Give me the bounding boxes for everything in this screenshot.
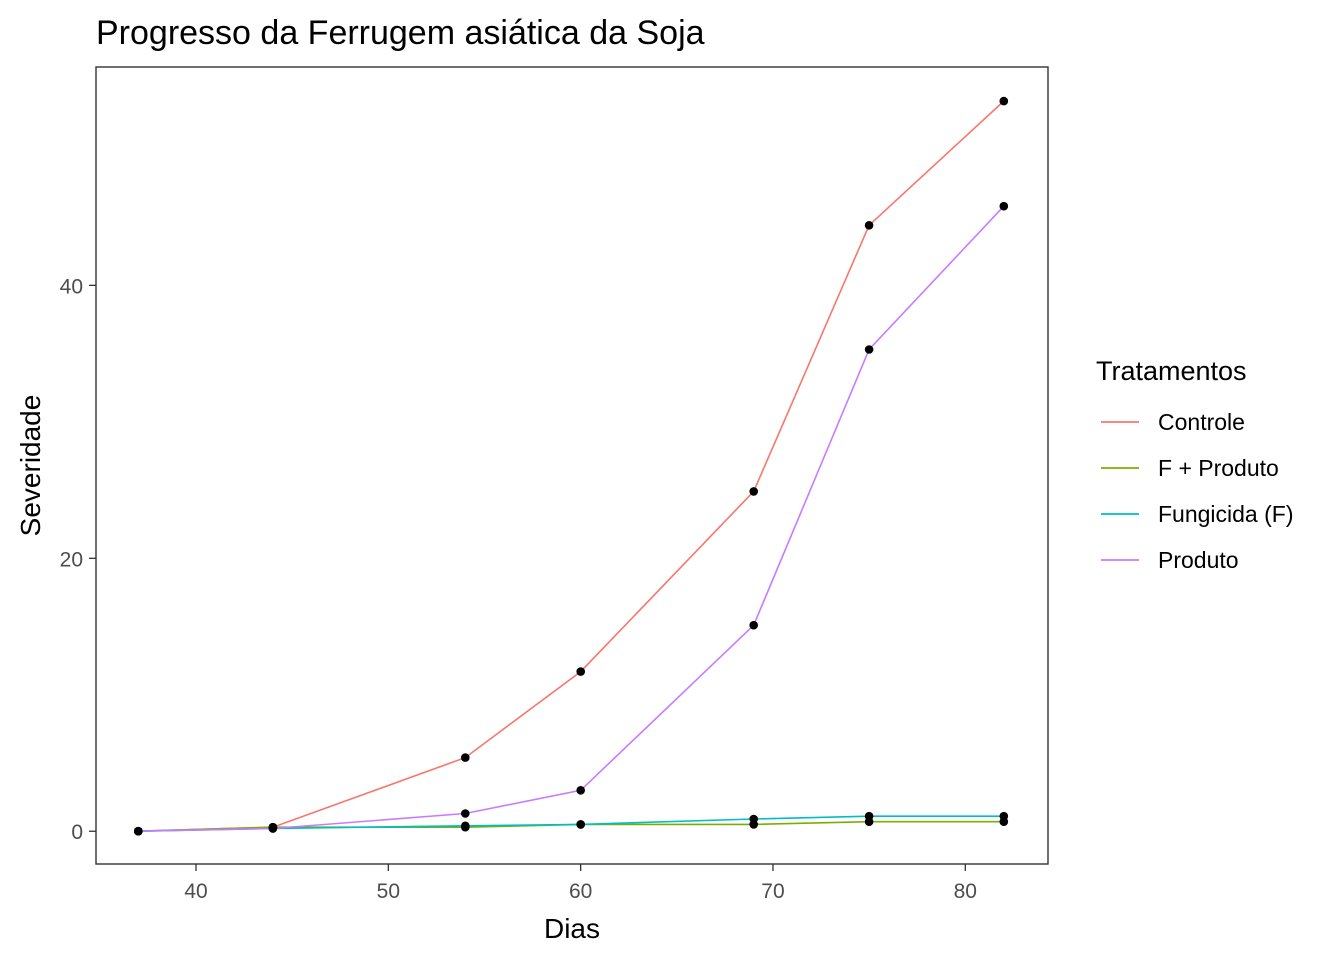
x-tick-label: 60 (569, 880, 592, 903)
x-axis: 40 50 60 70 80 (184, 864, 977, 903)
chart-title: Progresso da Ferrugem asiática da Soja (96, 14, 705, 52)
legend: Tratamentos Controle F + Produto Fungicida… (1096, 356, 1293, 573)
x-tick-label: 80 (954, 880, 977, 903)
data-point-3-1 (268, 824, 278, 833)
legend-label-0: Controle (1158, 409, 1245, 435)
data-point-3-4 (749, 620, 758, 630)
legend-label-1: F + Produto (1158, 455, 1279, 481)
y-axis-title: Severidade (15, 395, 46, 537)
y-tick-label: 20 (60, 548, 83, 571)
data-point-0-3 (576, 667, 585, 676)
data-point-3-6 (999, 201, 1009, 211)
plot-area (134, 96, 1009, 836)
data-point-0-4 (749, 487, 758, 496)
legend-title: Tratamentos (1096, 356, 1247, 386)
series-line-0 (138, 100, 1005, 832)
data-point-2-3 (576, 820, 585, 829)
data-point-2-6 (999, 811, 1009, 821)
data-point-0-5 (864, 221, 874, 230)
panel-border (95, 66, 1049, 865)
y-tick-label: 40 (60, 275, 83, 298)
data-point-3-0 (134, 826, 143, 836)
series-line-3 (138, 205, 1005, 832)
data-point-0-6 (999, 96, 1009, 106)
x-tick-label: 70 (761, 880, 784, 903)
legend-label-2: Fungicida (F) (1158, 501, 1293, 527)
data-point-2-5 (864, 811, 874, 821)
x-tick-label: 40 (184, 880, 207, 903)
y-tick-label: 0 (71, 821, 83, 844)
data-point-2-4 (749, 814, 758, 824)
y-axis: 0 20 40 (60, 275, 96, 844)
legend-label-3: Produto (1158, 547, 1239, 573)
series-line-1 (138, 820, 1004, 832)
data-point-0-2 (461, 753, 470, 762)
data-point-3-5 (864, 345, 874, 354)
data-point-2-2 (461, 821, 470, 831)
data-point-3-3 (576, 786, 585, 795)
x-axis-title: Dias (544, 913, 600, 944)
data-point-3-2 (461, 809, 470, 818)
x-tick-label: 50 (377, 880, 400, 903)
